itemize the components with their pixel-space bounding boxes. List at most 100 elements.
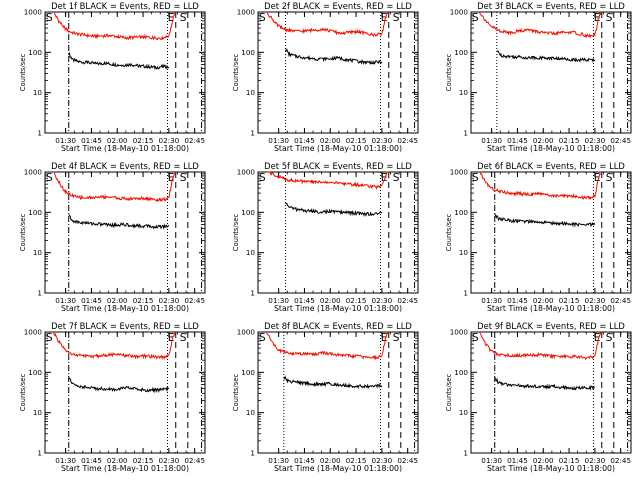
plot-frame	[470, 11, 632, 134]
boundary-marker-label: E	[168, 332, 175, 344]
boundary-marker-label: E	[594, 172, 601, 184]
panel-3: 1 10 100 1000 01:30 01:45 02:00 02:15 02:30 02:45…	[445, 8, 632, 153]
boundary-marker-label: S	[46, 172, 53, 184]
y-tick-label: 10	[459, 408, 469, 417]
panel-title: Det 3f BLACK = Events, RED = LLD	[477, 1, 625, 11]
y-tick-label: 1000	[237, 328, 256, 337]
x-tick-label: 01:30	[268, 296, 289, 305]
x-tick-label: 01:45	[81, 456, 102, 465]
x-tick-label: 02:45	[184, 456, 205, 465]
boundary-marker-label: S	[180, 172, 187, 184]
x-tick-label: 01:45	[81, 296, 102, 305]
x-tick-label: 02:00	[320, 296, 341, 305]
x-tick-label: 02:30	[585, 296, 606, 305]
series-lld-line	[479, 11, 602, 39]
y-tick-label: 1	[37, 129, 42, 138]
y-axis-label: Counts/sec	[445, 214, 453, 252]
boundary-marker-label: S	[180, 12, 187, 24]
y-tick-label: 1	[463, 449, 468, 458]
x-tick-label: 01:30	[55, 296, 76, 305]
y-axis-label: Counts/sec	[232, 54, 240, 92]
series-events-line	[283, 375, 383, 390]
x-axis-label: Start Time (18-May-10 01:18:00)	[274, 144, 402, 153]
x-tick-label: 02:00	[107, 456, 128, 465]
y-tick-label: 100	[454, 368, 468, 377]
x-tick-label: 02:45	[610, 296, 631, 305]
panel-title: Det 9f BLACK = Events, RED = LLD	[477, 321, 625, 331]
x-tick-label: 02:00	[320, 136, 341, 145]
boundary-marker-label: S	[472, 12, 479, 24]
plot-frame	[257, 11, 419, 134]
series-lld-line	[266, 11, 390, 38]
x-tick-label: 02:00	[533, 136, 554, 145]
x-tick-label: 01:30	[481, 456, 502, 465]
panel-7: 1 10 100 1000 01:30 01:45 02:00 02:15 02:30 02:45…	[19, 328, 206, 473]
x-tick-label: 01:30	[481, 136, 502, 145]
y-tick-label: 1	[250, 289, 255, 298]
x-tick-label: 02:30	[159, 296, 180, 305]
series-events-line	[68, 377, 170, 394]
x-tick-label: 02:45	[397, 456, 418, 465]
x-tick-label: 02:45	[184, 136, 205, 145]
y-tick-label: 100	[28, 48, 42, 57]
y-tick-label: 10	[33, 248, 43, 257]
panel-6: 1 10 100 1000 01:30 01:45 02:00 02:15 02:30 02:45…	[445, 168, 632, 313]
x-tick-label: 01:30	[55, 456, 76, 465]
panel-8: 1 10 100 1000 01:30 01:45 02:00 02:15 02:30 02:45…	[232, 328, 419, 473]
panel-4: 1 10 100 1000 01:30 01:45 02:00 02:15 02:30 02:45…	[19, 168, 206, 313]
y-tick-label: 1000	[24, 168, 43, 177]
y-tick-label: 100	[241, 368, 255, 377]
x-tick-label: 02:30	[372, 296, 393, 305]
x-tick-label: 01:45	[294, 136, 315, 145]
y-tick-label: 1000	[237, 8, 256, 17]
y-tick-label: 1	[37, 449, 42, 458]
boundary-marker-label: E	[381, 332, 388, 344]
boundary-marker-label: S	[606, 12, 613, 24]
y-axis-label: Counts/sec	[19, 54, 27, 92]
boundary-marker-label: E	[594, 12, 601, 24]
x-tick-label: 02:15	[133, 296, 154, 305]
x-axis-label: Start Time (18-May-10 01:18:00)	[61, 144, 189, 153]
x-tick-label: 02:30	[372, 136, 393, 145]
x-tick-label: 02:45	[397, 296, 418, 305]
y-tick-label: 10	[459, 248, 469, 257]
y-tick-label: 100	[28, 368, 42, 377]
panel-title: Det 5f BLACK = Events, RED = LLD	[264, 161, 412, 171]
x-tick-label: 02:15	[346, 456, 367, 465]
x-tick-label: 02:15	[346, 296, 367, 305]
x-axis-label: Start Time (18-May-10 01:18:00)	[487, 464, 615, 473]
series-events-line	[494, 213, 596, 228]
series-events-line	[494, 376, 595, 391]
series-events-line	[68, 51, 170, 70]
x-axis-label: Start Time (18-May-10 01:18:00)	[274, 304, 402, 313]
x-axis-label: Start Time (18-May-10 01:18:00)	[487, 304, 615, 313]
series-events-line	[68, 214, 170, 230]
x-tick-label: 02:45	[184, 296, 205, 305]
x-tick-label: 02:00	[533, 456, 554, 465]
y-tick-label: 1	[250, 449, 255, 458]
y-axis-label: Counts/sec	[19, 374, 27, 412]
boundary-marker-label: E	[381, 12, 388, 24]
x-tick-label: 02:00	[107, 136, 128, 145]
x-tick-label: 01:45	[507, 136, 528, 145]
y-tick-label: 1	[250, 129, 255, 138]
series-events-line	[285, 202, 383, 217]
x-tick-label: 02:15	[559, 456, 580, 465]
y-tick-label: 1000	[24, 8, 43, 17]
boundary-marker-label: S	[472, 172, 479, 184]
x-tick-label: 02:30	[159, 456, 180, 465]
y-tick-label: 100	[28, 208, 42, 217]
boundary-marker-label: S	[393, 172, 400, 184]
y-axis-label: Counts/sec	[232, 374, 240, 412]
y-tick-label: 100	[454, 48, 468, 57]
series-lld-line	[266, 171, 389, 190]
x-tick-label: 02:30	[372, 456, 393, 465]
y-tick-label: 10	[33, 408, 43, 417]
series-lld-line	[479, 171, 603, 201]
boundary-marker-label: S	[259, 172, 266, 184]
panel-title: Det 7f BLACK = Events, RED = LLD	[51, 321, 199, 331]
series-lld-line	[53, 171, 177, 203]
y-tick-label: 100	[454, 208, 468, 217]
panel-1: 1 10 100 1000 01:30 01:45 02:00 02:15 02:30 02:45…	[19, 8, 206, 153]
